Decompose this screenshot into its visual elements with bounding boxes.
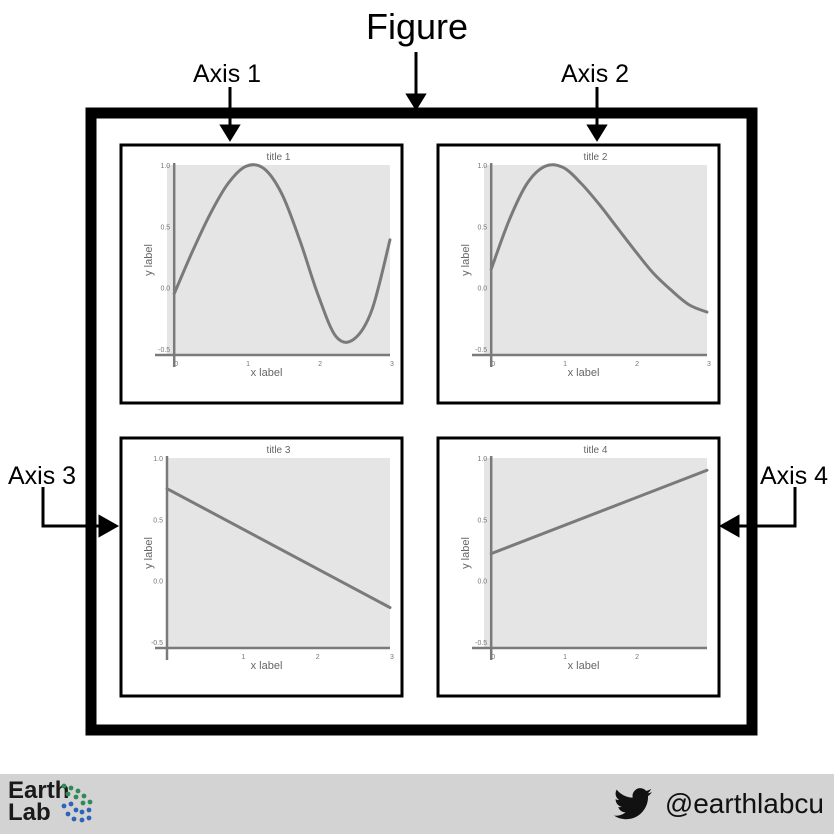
y-tick-label: 0.5 — [160, 224, 170, 231]
plot-area — [167, 458, 390, 648]
plot-area — [167, 165, 390, 355]
y-tick-label: -0.5 — [151, 640, 163, 647]
axis1-arrow — [219, 87, 241, 142]
x-axis-label: x label — [251, 660, 283, 672]
plot-area — [484, 165, 707, 355]
y-tick-label: -0.5 — [475, 640, 487, 647]
logo-line-lab: Lab — [8, 799, 51, 826]
figure-frame — [85, 107, 758, 736]
series-line — [165, 487, 392, 610]
axis4-callout: Axis 4 — [760, 462, 829, 490]
y-tick-label: 1.0 — [477, 456, 487, 463]
axis1-callout: Axis 1 — [193, 60, 262, 88]
axes-title: title 4 — [584, 445, 608, 456]
x-tick-label: 0 — [174, 361, 178, 368]
earthlab-logo[interactable]: Earth Lab — [8, 777, 70, 826]
x-axis-label: x label — [568, 660, 600, 672]
y-tick-label: -0.5 — [158, 347, 170, 354]
earthlab-dots-icon — [61, 783, 93, 823]
axes-panel-1: title 1 1.0 0.5 0.0 -0.5 0 1 2 3 x label y label — [119, 143, 404, 405]
axes-panel-4: title 4 1.0 0.5 0.0 -0.5 0 1 2 x label y label — [436, 436, 721, 698]
twitter-bird-icon[interactable] — [614, 788, 652, 820]
x-tick-label: 3 — [390, 654, 394, 661]
x-tick-label: 2 — [635, 361, 639, 368]
y-tick-label: 0.5 — [477, 224, 487, 231]
y-tick-label: 0.0 — [477, 579, 487, 586]
axis4-arrow — [718, 487, 797, 538]
x-tick-label: 0 — [491, 361, 495, 368]
y-tick-label: 1.0 — [160, 163, 170, 170]
y-tick-label: 1.0 — [477, 163, 487, 170]
figure-title: Figure — [365, 6, 469, 47]
y-tick-label: 1.0 — [153, 456, 163, 463]
y-tick-label: -0.5 — [475, 347, 487, 354]
y-tick-label: 0.0 — [477, 286, 487, 293]
x-tick-label: 1 — [563, 361, 567, 368]
x-axis-label: x label — [568, 367, 600, 379]
twitter-handle[interactable]: @earthlabcu — [664, 788, 824, 819]
axes-title: title 3 — [267, 445, 291, 456]
footer-bar: Earth Lab @earthlabcu — [0, 774, 834, 834]
x-tick-label: 1 — [246, 361, 250, 368]
y-tick-label: 0.5 — [477, 517, 487, 524]
y-axis-label: y label — [143, 537, 155, 569]
y-axis-label: y label — [460, 537, 472, 569]
axes-title: title 2 — [584, 152, 608, 163]
x-tick-label: 2 — [316, 654, 320, 661]
axes-panel-3: title 3 1.0 0.5 0.0 -0.5 1 2 3 x label y label — [119, 436, 404, 698]
y-axis-label: y label — [460, 244, 472, 276]
axes-panel-2: title 2 1.0 0.5 0.0 -0.5 0 1 2 3 x label y label — [436, 143, 721, 405]
logo-line-earth: Earth — [8, 777, 70, 804]
y-tick-label: 0.5 — [153, 517, 163, 524]
y-tick-label: 0.0 — [153, 579, 163, 586]
series-line — [172, 163, 392, 344]
y-tick-label: 0.0 — [160, 286, 170, 293]
y-axis-label: y label — [143, 244, 155, 276]
axis2-arrow — [586, 87, 608, 142]
series-line — [489, 468, 709, 556]
series-line — [489, 163, 709, 314]
axes-title: title 1 — [267, 152, 291, 163]
x-tick-label: 1 — [241, 654, 245, 661]
x-axis-label: x label — [251, 367, 283, 379]
axis3-callout: Axis 3 — [8, 462, 77, 490]
x-tick-label: 0 — [491, 654, 495, 661]
x-tick-label: 2 — [635, 654, 639, 661]
x-tick-label: 3 — [390, 361, 394, 368]
figure-arrow — [405, 52, 427, 111]
axis3-arrow — [41, 487, 120, 538]
plot-area — [484, 458, 707, 648]
x-tick-label: 2 — [318, 361, 322, 368]
x-tick-label: 1 — [563, 654, 567, 661]
x-tick-label: 3 — [707, 361, 711, 368]
axis2-callout: Axis 2 — [561, 60, 630, 88]
